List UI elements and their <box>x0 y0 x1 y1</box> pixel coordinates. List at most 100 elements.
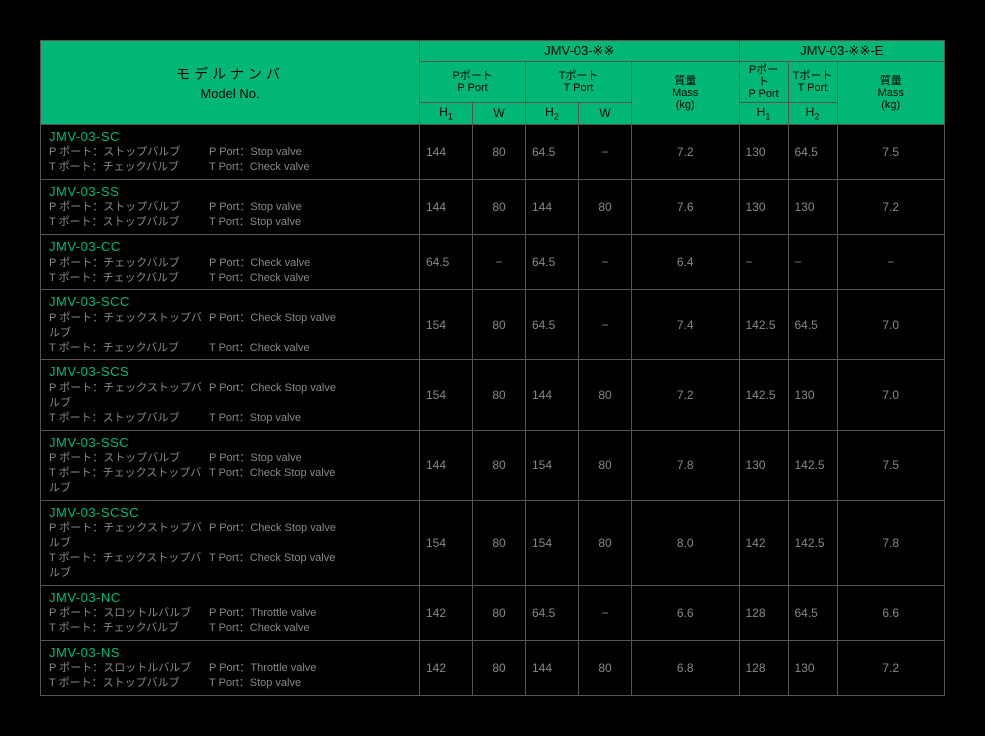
header-tport2: Tポート T Port <box>788 62 837 103</box>
value-cell: 130 <box>739 124 788 179</box>
value-cell: 7.0 <box>837 360 945 430</box>
model-cell: JMV-03-NCP ポート：スロットルバルブP Port：Throttle v… <box>41 585 420 640</box>
value-cell: 144 <box>420 124 473 179</box>
table-row: JMV-03-SCSCP ポート：チェックストップバルブP Port：Check… <box>41 500 945 585</box>
model-number: JMV-03-SS <box>49 183 411 201</box>
value-cell: 154 <box>420 500 473 585</box>
t-desc-en: T Port：Stop valve <box>209 215 411 230</box>
model-cell: JMV-03-SCSP ポート：チェックストップバルブP Port：Check … <box>41 360 420 430</box>
header-mass2: 質量 Mass (kg) <box>837 62 945 125</box>
p-desc-jp: P ポート：チェックバルブ <box>49 256 209 271</box>
model-number: JMV-03-SSC <box>49 434 411 452</box>
model-cell: JMV-03-CCP ポート：チェックバルブP Port：Check valve… <box>41 235 420 290</box>
p-desc-en: P Port：Check Stop valve <box>209 521 411 551</box>
value-cell: 7.8 <box>632 430 740 500</box>
value-cell: 142.5 <box>788 500 837 585</box>
p-desc-en: P Port：Check Stop valve <box>209 381 411 411</box>
value-cell: 130 <box>788 640 837 695</box>
p-desc-en: P Port：Stop valve <box>209 145 411 160</box>
table-body: JMV-03-SCP ポート：ストップバルブP Port：Stop valveT… <box>41 124 945 695</box>
spec-table: モデルナンバ Model No. JMV-03-※※ JMV-03-※※-E P… <box>40 40 945 696</box>
p-desc-en: P Port：Stop valve <box>209 200 411 215</box>
value-cell: 64.5 <box>788 290 837 360</box>
value-cell: 7.6 <box>632 179 740 234</box>
value-cell: 7.2 <box>632 360 740 430</box>
model-cell: JMV-03-SCCP ポート：チェックストップバルブP Port：Check … <box>41 290 420 360</box>
value-cell: 7.8 <box>837 500 945 585</box>
value-cell: 142 <box>420 640 473 695</box>
header-model: モデルナンバ Model No. <box>41 41 420 125</box>
value-cell: 8.0 <box>632 500 740 585</box>
value-cell: − <box>837 235 945 290</box>
header-h1-a: H1 <box>420 103 473 124</box>
value-cell: 6.6 <box>632 585 740 640</box>
value-cell: 80 <box>473 585 526 640</box>
value-cell: 80 <box>579 179 632 234</box>
value-cell: 128 <box>739 585 788 640</box>
header-h1-b: H1 <box>739 103 788 124</box>
p-desc-en: P Port：Throttle valve <box>209 606 411 621</box>
model-cell: JMV-03-SCSCP ポート：チェックストップバルブP Port：Check… <box>41 500 420 585</box>
value-cell: 7.2 <box>837 179 945 234</box>
value-cell: 130 <box>739 430 788 500</box>
value-cell: 64.5 <box>788 585 837 640</box>
header-mass1: 質量 Mass (kg) <box>632 62 740 125</box>
t-desc-jp: T ポート：チェックバルブ <box>49 271 209 286</box>
p-desc-jp: P ポート：スロットルバルブ <box>49 606 209 621</box>
value-cell: 7.2 <box>837 640 945 695</box>
value-cell: 64.5 <box>788 124 837 179</box>
value-cell: 142 <box>739 500 788 585</box>
p-desc-en: P Port：Check valve <box>209 256 411 271</box>
model-cell: JMV-03-SCP ポート：ストップバルブP Port：Stop valveT… <box>41 124 420 179</box>
p-desc-jp: P ポート：チェックストップバルブ <box>49 521 209 551</box>
value-cell: 154 <box>526 500 579 585</box>
model-number: JMV-03-SCS <box>49 363 411 381</box>
model-number: JMV-03-SCC <box>49 293 411 311</box>
value-cell: 128 <box>739 640 788 695</box>
value-cell: 6.6 <box>837 585 945 640</box>
value-cell: 142.5 <box>739 290 788 360</box>
value-cell: 64.5 <box>526 585 579 640</box>
header-group2: JMV-03-※※-E <box>739 41 945 62</box>
p-desc-jp: P ポート：チェックストップバルブ <box>49 311 209 341</box>
p-desc-jp: P ポート：ストップバルブ <box>49 200 209 215</box>
value-cell: − <box>579 235 632 290</box>
value-cell: 80 <box>579 430 632 500</box>
value-cell: 7.2 <box>632 124 740 179</box>
value-cell: 7.4 <box>632 290 740 360</box>
model-cell: JMV-03-NSP ポート：スロットルバルブP Port：Throttle v… <box>41 640 420 695</box>
value-cell: 144 <box>526 179 579 234</box>
value-cell: 80 <box>579 640 632 695</box>
header-tport1: Tポート T Port <box>526 62 632 103</box>
value-cell: − <box>739 235 788 290</box>
value-cell: 7.5 <box>837 430 945 500</box>
p-desc-jp: P ポート：ストップバルブ <box>49 451 209 466</box>
t-desc-jp: T ポート：チェックバルブ <box>49 341 209 356</box>
p-desc-jp: P ポート：ストップバルブ <box>49 145 209 160</box>
table-row: JMV-03-CCP ポート：チェックバルブP Port：Check valve… <box>41 235 945 290</box>
model-number: JMV-03-SCSC <box>49 504 411 522</box>
value-cell: 80 <box>473 290 526 360</box>
value-cell: 142.5 <box>739 360 788 430</box>
model-cell: JMV-03-SSP ポート：ストップバルブP Port：Stop valveT… <box>41 179 420 234</box>
value-cell: 142 <box>420 585 473 640</box>
value-cell: 154 <box>420 360 473 430</box>
value-cell: 6.8 <box>632 640 740 695</box>
header-w-a: W <box>473 103 526 124</box>
header-group1: JMV-03-※※ <box>420 41 740 62</box>
value-cell: 7.0 <box>837 290 945 360</box>
value-cell: 80 <box>473 640 526 695</box>
model-cell: JMV-03-SSCP ポート：ストップバルブP Port：Stop valve… <box>41 430 420 500</box>
t-desc-en: T Port：Check valve <box>209 621 411 636</box>
table-row: JMV-03-NSP ポート：スロットルバルブP Port：Throttle v… <box>41 640 945 695</box>
model-number: JMV-03-NS <box>49 644 411 662</box>
value-cell: 64.5 <box>526 124 579 179</box>
p-desc-jp: P ポート：チェックストップバルブ <box>49 381 209 411</box>
value-cell: 64.5 <box>420 235 473 290</box>
value-cell: 130 <box>739 179 788 234</box>
value-cell: 80 <box>579 500 632 585</box>
table-row: JMV-03-SSCP ポート：ストップバルブP Port：Stop valve… <box>41 430 945 500</box>
value-cell: 6.4 <box>632 235 740 290</box>
table-row: JMV-03-SCCP ポート：チェックストップバルブP Port：Check … <box>41 290 945 360</box>
header-model-en: Model No. <box>45 86 415 101</box>
